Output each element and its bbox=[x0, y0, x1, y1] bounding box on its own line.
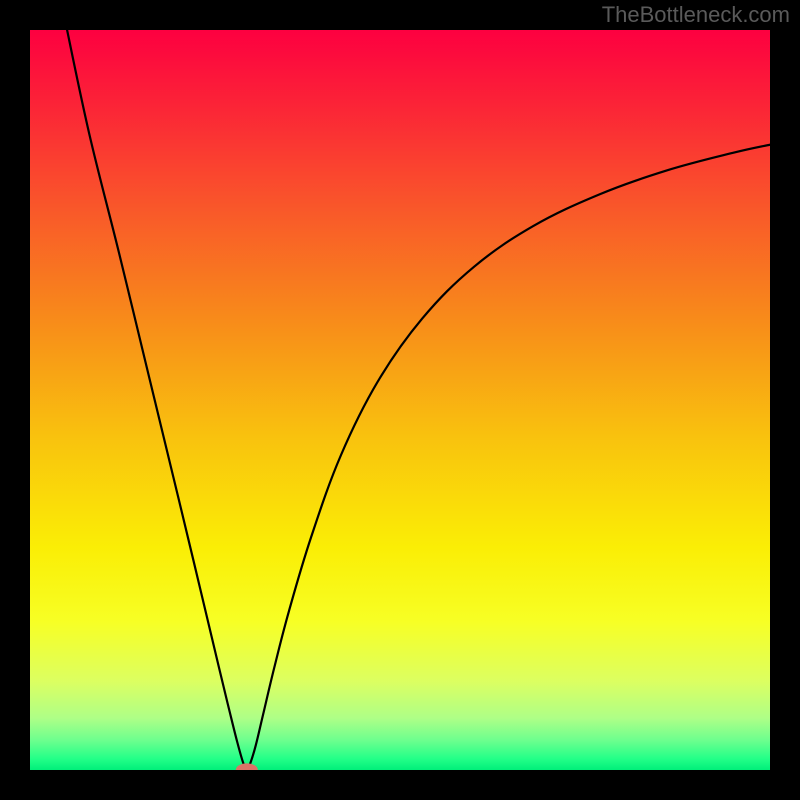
chart-container: TheBottleneck.com bbox=[0, 0, 800, 800]
bottleneck-chart bbox=[0, 0, 800, 800]
chart-gradient-background bbox=[30, 30, 770, 770]
watermark-text: TheBottleneck.com bbox=[602, 2, 790, 28]
